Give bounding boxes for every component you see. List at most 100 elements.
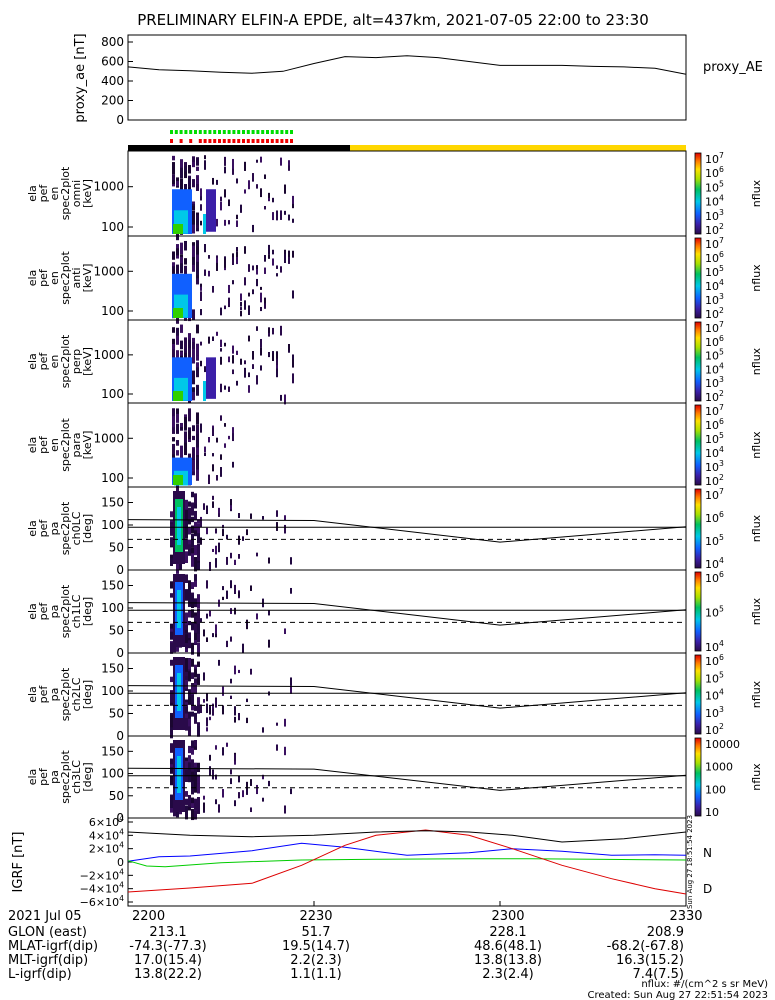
data-cell: [188, 636, 191, 649]
data-cell: [194, 682, 197, 695]
data-cell: [203, 795, 205, 800]
colorbar-tick-label: 106: [705, 334, 724, 349]
red-mark: [251, 139, 255, 143]
data-cell: [276, 265, 278, 269]
data-cell: [216, 437, 218, 443]
data-cell: [170, 745, 173, 753]
igrf-ytick-label: 6×104: [89, 814, 124, 829]
red-mark: [246, 139, 250, 143]
data-cell: [192, 245, 195, 258]
data-cell: [212, 708, 214, 716]
data-cell: [244, 367, 246, 378]
colorbar-tick-label: 104: [705, 445, 724, 460]
colorbar-tick-label: 102: [705, 473, 724, 488]
data-cell: [288, 344, 290, 351]
panel-ylabel-line: [keV]: [81, 179, 94, 208]
colorbar-tick-label: 106: [705, 570, 724, 585]
colorbar-tick-label: 100: [705, 783, 726, 796]
data-cell: [242, 643, 244, 654]
data-cell: [200, 704, 202, 714]
panel-ylabel-line: ela: [26, 603, 39, 620]
data-cell: [191, 747, 194, 755]
data-cell: [222, 596, 224, 601]
upper-boundary-line: [127, 685, 687, 709]
data-cell: [215, 558, 217, 568]
data-cell: [220, 415, 222, 421]
footer-date: 2021 Jul 05: [8, 909, 82, 924]
data-cell: [238, 792, 240, 799]
data-cell: [206, 505, 208, 515]
data-cell: [200, 360, 202, 367]
data-cell: [256, 784, 258, 794]
data-cell: [192, 179, 195, 188]
data-cell: [208, 437, 210, 443]
data-cell: [212, 771, 214, 777]
colorbar: [694, 571, 702, 652]
ephemeris-value: 13.8(13.8): [474, 953, 542, 968]
data-cell: [172, 408, 175, 417]
data-cell: [216, 257, 218, 263]
panel-ylabel-line: [keV]: [81, 264, 94, 293]
data-cell: [234, 584, 236, 595]
data-cell: [276, 522, 278, 531]
data-cell: [284, 184, 286, 194]
data-cell: [260, 292, 262, 303]
colorbar-tick-label: 104: [705, 361, 724, 376]
panel-frame: [127, 735, 687, 819]
data-cell: [280, 157, 282, 166]
green-mark: [170, 130, 173, 134]
panel-ylabel-line: [keV]: [81, 431, 94, 460]
data-cell: [200, 220, 202, 226]
data-cell: [234, 665, 236, 675]
colorbar-tick-label: 102: [705, 389, 724, 404]
red-mark: [290, 139, 293, 143]
data-cell: [218, 804, 220, 813]
data-cell: [276, 368, 278, 378]
data-cell: [222, 747, 224, 756]
data-cell: [172, 437, 175, 442]
green-mark: [208, 130, 212, 134]
data-cell: [218, 542, 220, 553]
data-cell: [264, 255, 266, 262]
data-cell: [234, 716, 236, 723]
colorbar-tick-label: 106: [705, 165, 724, 180]
data-cell: [244, 277, 246, 286]
green-mark: [222, 130, 226, 134]
data-cell: [194, 774, 197, 788]
data-cell: [252, 265, 254, 271]
data-cell: [288, 348, 290, 353]
units-note: nflux: #/(cm^2 s sr MeV): [641, 979, 768, 990]
data-cell: [184, 258, 187, 265]
data-cell: [236, 380, 238, 386]
data-cell: [238, 535, 240, 545]
data-cell: [292, 250, 294, 258]
colorbar-tick-label: 104: [705, 556, 724, 571]
igrf-legend-n: N: [703, 846, 712, 860]
data-cell: [197, 519, 200, 524]
data-cell: [272, 212, 274, 221]
panel-frame: [127, 569, 687, 654]
data-cell: [184, 435, 187, 448]
panel-ylabel-line: ch2LC: [70, 677, 83, 711]
data-cell: [185, 657, 188, 665]
data-cell: [218, 507, 220, 514]
data-cell: [188, 176, 191, 188]
data-cell: [260, 347, 262, 356]
ephemeris-row-label: MLAT-igrf(dip): [8, 939, 98, 954]
data-cell: [220, 348, 222, 352]
colorbar-tick-label: 105: [705, 533, 724, 548]
data-cell: [206, 717, 208, 727]
data-cell: [240, 204, 242, 213]
data-cell: [194, 545, 197, 556]
data-cell: [191, 777, 194, 786]
igrf-legend-d: D: [703, 882, 712, 896]
data-cell: [176, 248, 179, 256]
data-cell: [176, 408, 179, 414]
data-cell: [197, 561, 200, 571]
colorbar-tick-label: 105: [705, 670, 724, 685]
proxy-ae-line: [127, 55, 687, 75]
red-mark: [237, 139, 241, 143]
data-cell: [248, 372, 250, 378]
data-cell: [192, 448, 195, 460]
data-cell: [248, 292, 250, 297]
